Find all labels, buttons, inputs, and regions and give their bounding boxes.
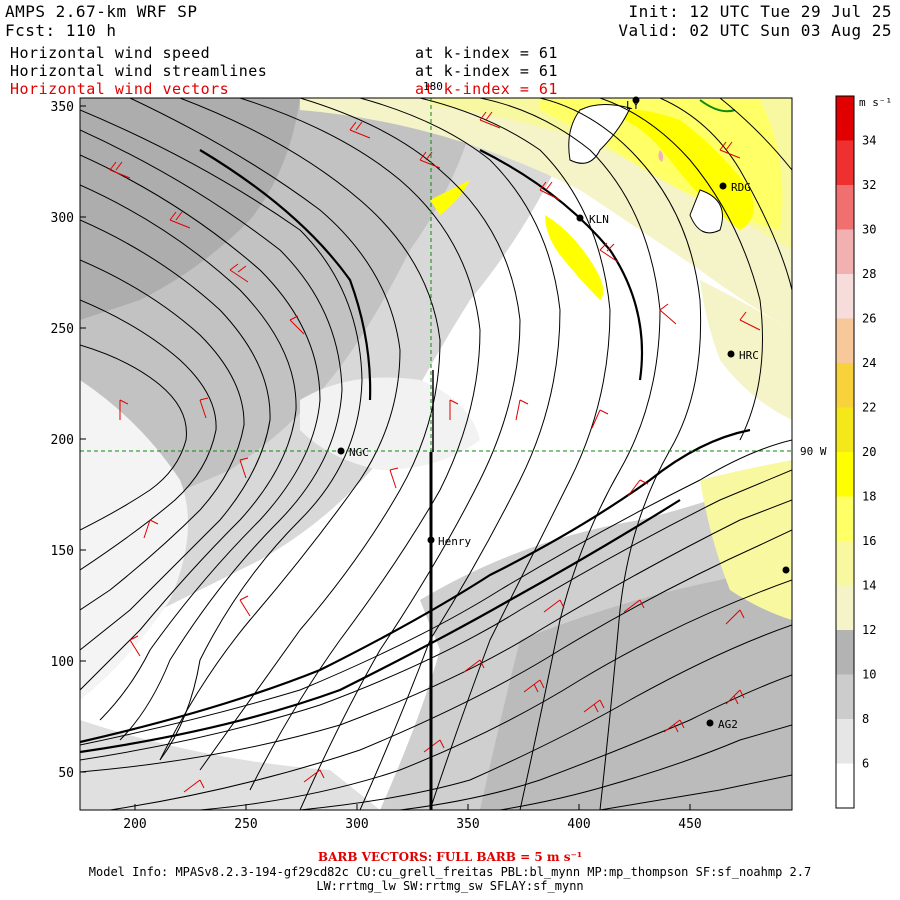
- speed-shade-26: [658, 150, 664, 162]
- coast-region: [568, 104, 631, 164]
- speed-shade-southwest: [80, 720, 380, 810]
- colorbar-swatch: [836, 96, 854, 141]
- colorbar-tick-label: 14: [862, 579, 876, 593]
- colorbar-tick-label: 34: [862, 134, 876, 148]
- station-label-hrc: HRC: [739, 349, 759, 362]
- colorbar-tick-label: 32: [862, 178, 876, 192]
- y-tick-label: 250: [51, 322, 74, 337]
- plot-frame: [79, 97, 793, 811]
- model-info: Model Info: MPASv8.2.3-194-gf29cd82c CU:…: [88, 865, 812, 879]
- colorbar-tick-label: 24: [862, 356, 876, 370]
- station-dot-hrc: [727, 350, 735, 358]
- calm-pocket-west: [80, 380, 188, 700]
- forecast-hour: Fcst: 110 h: [5, 21, 117, 40]
- colorbar-tick-label: 16: [862, 534, 876, 548]
- colorbar-tick-label: 30: [862, 223, 876, 237]
- colorbar-swatch: [836, 140, 854, 185]
- colorbar-swatch: [836, 674, 854, 719]
- x-tick-label: 300: [345, 817, 368, 832]
- station-label-kln: KLN: [589, 213, 609, 226]
- colorbar-swatch: [836, 496, 854, 541]
- coast-region-2: [689, 189, 723, 234]
- field-level-3: at k-index = 61: [415, 80, 558, 98]
- parallel-label: 90 W: [800, 445, 827, 458]
- station-label-ngc: NGC: [349, 446, 369, 459]
- x-tick-label: 350: [456, 817, 479, 832]
- axis-ticks: [80, 105, 691, 810]
- colorbar-swatch: [836, 363, 854, 408]
- x-tick-label: 200: [123, 817, 146, 832]
- colorbar-swatch: [836, 585, 854, 630]
- speed-shade-east: [700, 460, 792, 620]
- station-label-ly: LY: [626, 99, 640, 112]
- colorbar-tick-label: 8: [862, 712, 869, 726]
- green-contour: [699, 99, 736, 113]
- field-name-3: Horizontal wind vectors: [10, 80, 230, 98]
- map-field: [80, 98, 792, 810]
- colorbar-swatch: [836, 541, 854, 586]
- field-level-2: at k-index = 61: [415, 62, 558, 80]
- field-name-1: Horizontal wind speed: [10, 44, 211, 62]
- stations: LY RDG KLN HRC NGC Henry AG2: [337, 96, 790, 731]
- y-tick-label: 200: [51, 433, 74, 448]
- y-tick-label: 50: [58, 766, 74, 781]
- colorbar-tick-label: 10: [862, 668, 876, 682]
- station-dot-ly: [632, 96, 640, 104]
- speed-shade-east-2: [700, 280, 792, 420]
- colorbar-tick-label: 6: [862, 757, 869, 771]
- station-dot-ngc: [337, 447, 345, 455]
- colorbar-tick-label: 12: [862, 623, 876, 637]
- streamlines: [80, 98, 792, 810]
- field-level-1: at k-index = 61: [415, 44, 558, 62]
- colorbar-tick-label: 18: [862, 490, 876, 504]
- station-label-henry: Henry: [438, 535, 471, 548]
- colorbar-swatch: [836, 452, 854, 497]
- colorbar-tick-label: 28: [862, 267, 876, 281]
- station-label-ag2: AG2: [718, 718, 738, 731]
- x-tick-label: 450: [678, 817, 701, 832]
- y-tick-label: 100: [51, 655, 74, 670]
- colorbar-frame: [835, 95, 855, 809]
- x-tick-labels: 200 250 300 350 400 450: [123, 817, 701, 832]
- colorbar-swatch: [836, 185, 854, 230]
- speed-shade-20-kln: [545, 215, 604, 300]
- y-tick-label: 300: [51, 211, 74, 226]
- y-tick-label: 150: [51, 544, 74, 559]
- field-name-2: Horizontal wind streamlines: [10, 62, 268, 80]
- barb-note: BARB VECTORS: FULL BARB = 5 m s⁻¹: [317, 850, 583, 864]
- x-tick-label: 400: [567, 817, 590, 832]
- colorbar-tick-label: 22: [862, 401, 876, 415]
- wind-barbs: [109, 111, 761, 793]
- meridian-label: 180: [423, 80, 443, 93]
- colorbar-swatch: [836, 407, 854, 452]
- station-dot-kln: [576, 214, 584, 222]
- station-dot-henry: [427, 536, 435, 544]
- colorbar-tick-label: 26: [862, 312, 876, 326]
- station-dot-rdg: [719, 182, 727, 190]
- colorbar-swatch: [836, 318, 854, 363]
- speed-shade-southeast-2: [480, 560, 792, 810]
- valid-time: Valid: 02 UTC Sun 03 Aug 25: [618, 21, 892, 40]
- station-dot-ag2: [706, 719, 714, 727]
- x-tick-label: 250: [234, 817, 257, 832]
- colorbar-swatch: [836, 719, 854, 764]
- calm-pocket-center: [300, 377, 480, 470]
- streamlines-strong: [80, 149, 751, 754]
- y-tick-labels: 350 300 250 200 150 100 50: [51, 100, 74, 781]
- station-label-rdg: RDG: [731, 181, 751, 194]
- station-dot-east: [782, 566, 790, 574]
- y-tick-label: 350: [51, 100, 74, 115]
- colorbar-swatch: [836, 630, 854, 675]
- init-time: Init: 12 UTC Tue 29 Jul 25: [628, 2, 892, 21]
- colorbar-swatch: [836, 274, 854, 319]
- model-title: AMPS 2.67-km WRF SP: [5, 2, 198, 21]
- colorbar-swatch: [836, 229, 854, 274]
- speed-shade-12: [80, 98, 300, 320]
- colorbar: m s⁻¹ 6 8 10 12 14 16 18 20 22 24 26 28 30 32 34: [835, 95, 892, 809]
- colorbar-unit: m s⁻¹: [859, 96, 892, 109]
- colorbar-tick-label: 20: [862, 445, 876, 459]
- physics-info: LW:rrtmg_lw SW:rrtmg_sw SFLAY:sf_mynn: [316, 879, 584, 893]
- colorbar-swatch: [836, 763, 854, 808]
